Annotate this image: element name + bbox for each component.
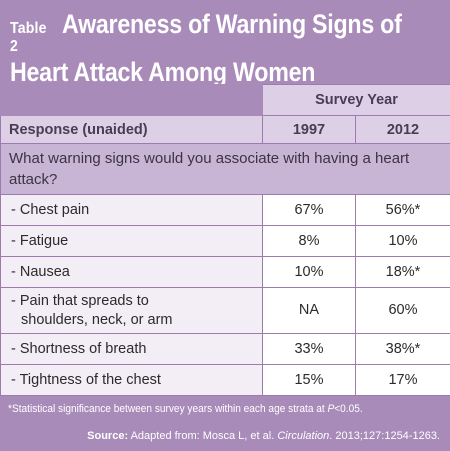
- source-citation: Source: Adapted from: Mosca L, et al. Ci…: [87, 430, 440, 442]
- data-table-container: Survey Year Response (unaided) 1997 2012…: [0, 84, 450, 402]
- response-header: Response (unaided): [0, 115, 263, 144]
- title-block: Table 2 Awareness of Warning Signs of He…: [10, 8, 445, 88]
- year-2012-header: 2012: [355, 115, 450, 144]
- row-label: - Fatigue: [0, 225, 263, 257]
- value-1997: 33%: [262, 333, 356, 365]
- value-1997: 67%: [262, 194, 356, 226]
- value-2012: 10%: [355, 225, 450, 257]
- row-label: - Nausea: [0, 256, 263, 288]
- value-1997: 8%: [262, 225, 356, 257]
- header-row-group: Survey Year: [0, 84, 450, 116]
- row-label: - Shortness of breath: [0, 333, 263, 365]
- footnote: *Statistical significance between survey…: [8, 403, 363, 415]
- table-row: - Nausea 10% 18%*: [0, 256, 450, 288]
- page-title-line-2: Heart Attack Among Women: [10, 57, 316, 87]
- table-row: - Tightness of the chest 15% 17%: [0, 364, 450, 396]
- row-label: - Tightness of the chest: [0, 364, 263, 396]
- row-label-line-1: - Pain that spreads to: [11, 292, 149, 309]
- value-1997: NA: [262, 287, 356, 334]
- value-1997: 10%: [262, 256, 356, 288]
- question-row: What warning signs would you associate w…: [0, 143, 450, 195]
- value-2012: 38%*: [355, 333, 450, 365]
- table-row: - Fatigue 8% 10%: [0, 225, 450, 257]
- row-label: - Pain that spreads to shoulders, neck, …: [0, 287, 263, 334]
- value-1997: 15%: [262, 364, 356, 396]
- footnote-p: P: [327, 403, 335, 415]
- row-label-line-2: shoulders, neck, or arm: [21, 311, 173, 328]
- awareness-table: Survey Year Response (unaided) 1997 2012…: [0, 84, 450, 396]
- page-title-line-1: Awareness of Warning Signs of: [61, 9, 402, 39]
- value-2012: 60%: [355, 287, 450, 334]
- table-row: - Chest pain 67% 56%*: [0, 194, 450, 226]
- footnote-suffix: <0.05.: [334, 403, 363, 415]
- question-text: What warning signs would you associate w…: [0, 143, 450, 195]
- survey-year-header: Survey Year: [262, 84, 450, 116]
- source-text: Adapted from: Mosca L, et al.: [128, 430, 278, 442]
- table-label: Table 2: [10, 20, 47, 55]
- value-2012: 56%*: [355, 194, 450, 226]
- header-spacer: [0, 84, 263, 116]
- source-journal: Circulation: [277, 430, 330, 442]
- table-row: - Pain that spreads to shoulders, neck, …: [0, 287, 450, 334]
- footnote-text: *Statistical significance between survey…: [8, 403, 328, 415]
- year-1997-header: 1997: [262, 115, 356, 144]
- value-2012: 18%*: [355, 256, 450, 288]
- source-citation-detail: . 2013;127:1254-1263.: [329, 430, 440, 442]
- row-label: - Chest pain: [0, 194, 263, 226]
- source-label: Source:: [87, 430, 129, 442]
- value-2012: 17%: [355, 364, 450, 396]
- header-row-columns: Response (unaided) 1997 2012: [0, 115, 450, 144]
- table-row: - Shortness of breath 33% 38%*: [0, 333, 450, 365]
